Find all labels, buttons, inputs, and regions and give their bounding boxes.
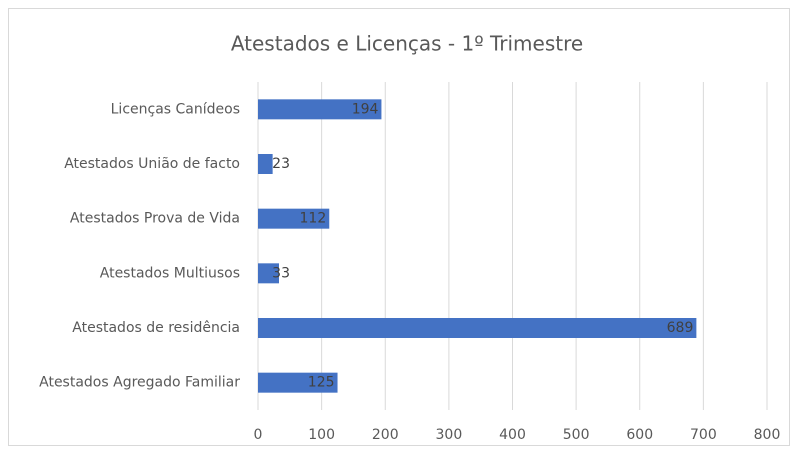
x-tick-label: 600 bbox=[626, 427, 653, 443]
x-tick-label: 500 bbox=[563, 427, 590, 443]
bar bbox=[258, 208, 330, 229]
y-tick-label: Atestados Agregado Familiar bbox=[39, 375, 240, 391]
data-label: 112 bbox=[300, 211, 327, 227]
bar bbox=[258, 154, 273, 174]
y-tick-label: Licenças Canídeos bbox=[111, 101, 240, 117]
data-label: 125 bbox=[308, 375, 335, 391]
y-tick-label: Atestados Prova de Vida bbox=[70, 211, 240, 227]
y-tick-label: Atestados Multiusos bbox=[100, 265, 240, 281]
chart-frame bbox=[8, 8, 790, 446]
data-label: 194 bbox=[352, 101, 379, 117]
bar bbox=[258, 318, 697, 338]
data-label: 23 bbox=[272, 156, 290, 172]
y-tick-label: Atestados União de facto bbox=[64, 156, 240, 172]
y-tick-label: Atestados de residência bbox=[72, 320, 240, 336]
data-label: 33 bbox=[272, 265, 290, 281]
x-tick-label: 700 bbox=[690, 427, 717, 443]
x-tick-label: 300 bbox=[436, 427, 463, 443]
x-tick-label: 800 bbox=[754, 427, 781, 443]
chart-title: Atestados e Licenças - 1º Trimestre bbox=[231, 32, 583, 56]
bar bbox=[258, 372, 338, 393]
x-tick-label: 400 bbox=[499, 427, 526, 443]
x-tick-label: 200 bbox=[372, 427, 399, 443]
x-tick-label: 100 bbox=[308, 427, 335, 443]
bar bbox=[258, 99, 382, 120]
data-label: 689 bbox=[667, 320, 694, 336]
bar bbox=[258, 263, 279, 284]
x-tick-label: 0 bbox=[254, 427, 263, 443]
